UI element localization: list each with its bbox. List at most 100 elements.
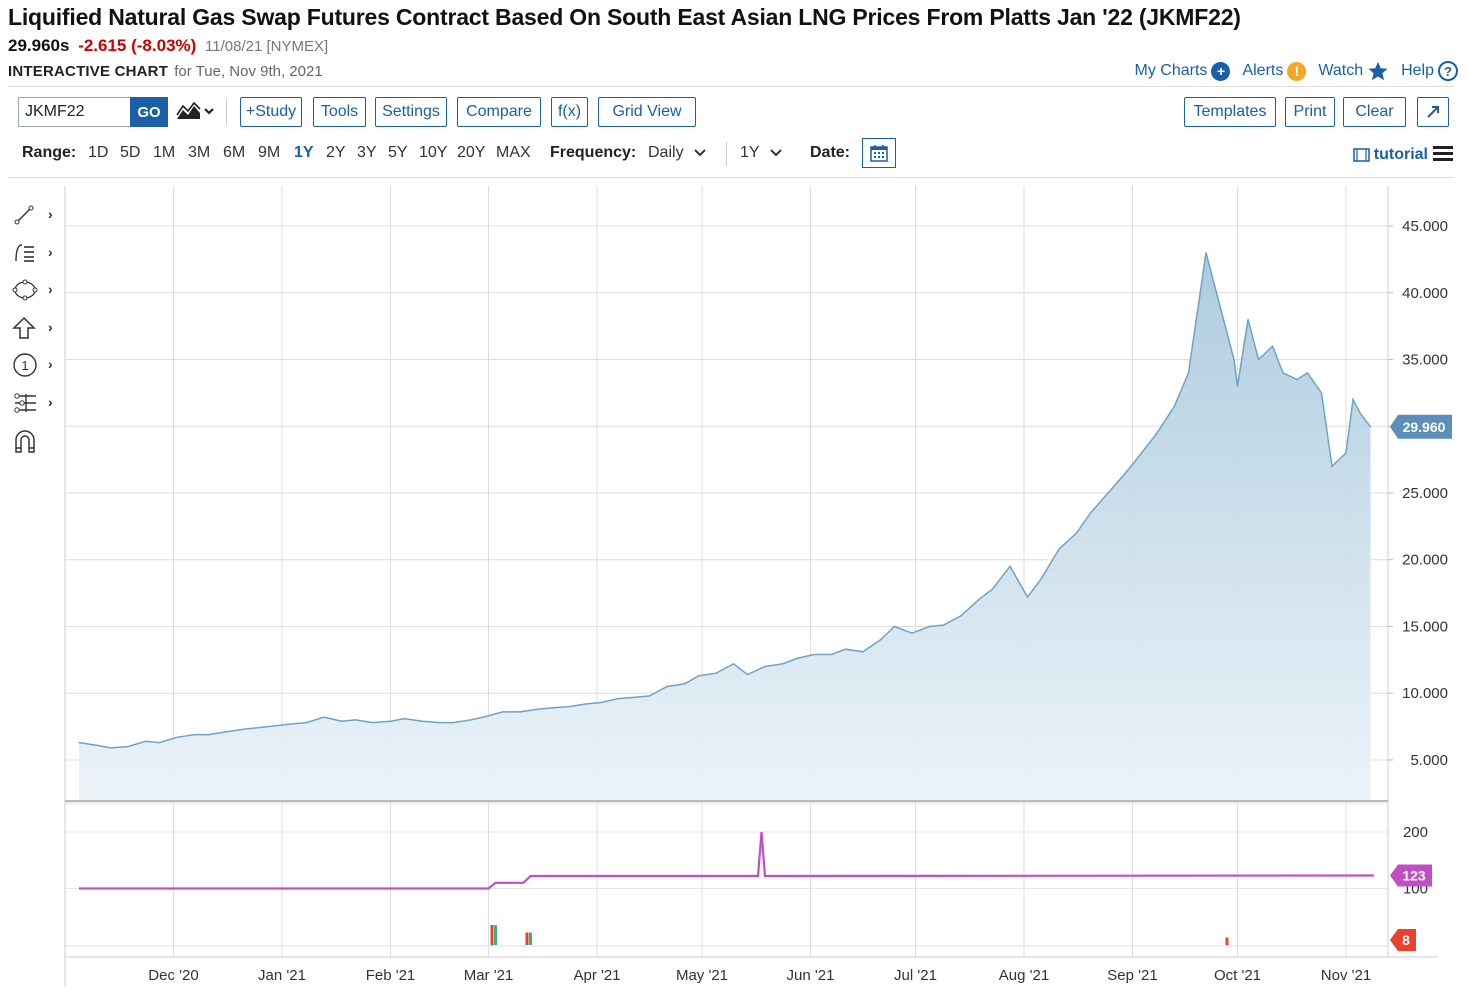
price-point [501, 711, 504, 713]
subtitle-date: for Tue, Nov 9th, 2021 [174, 63, 323, 80]
price-tick-label: 10.000 [1402, 685, 1448, 702]
oi-tick-label: 200 [1403, 824, 1428, 841]
price-point [470, 719, 472, 721]
help-label: Help [1401, 62, 1434, 79]
volume-bar [490, 925, 494, 945]
price-point [1282, 372, 1284, 374]
price-point [1173, 405, 1176, 407]
price-point [1236, 385, 1239, 387]
price-last-label: 29.960 [1403, 419, 1446, 435]
alerts-link[interactable]: Alerts ! [1242, 60, 1307, 82]
star-icon [1368, 61, 1388, 81]
toolbar-separator [226, 99, 227, 125]
templates-button[interactable]: Templates [1184, 97, 1276, 127]
range-1d[interactable]: 1D [88, 144, 109, 161]
price-point [1040, 577, 1043, 580]
price-point [764, 665, 766, 668]
price-point [1222, 318, 1225, 321]
price-point [1205, 252, 1207, 254]
chevron-right-icon: › [48, 356, 53, 372]
range-separator [726, 142, 727, 166]
price-point [242, 728, 245, 730]
study-button[interactable]: +Study [240, 97, 302, 127]
range-3m[interactable]: 3M [188, 144, 211, 161]
price-point [862, 651, 864, 653]
frequency-select[interactable]: Daily [648, 144, 706, 162]
price-tick-label: 5.000 [1410, 752, 1448, 769]
price-point [1352, 399, 1354, 401]
range-max[interactable]: MAX [496, 144, 531, 161]
price-point [1359, 412, 1361, 414]
watch-link[interactable]: Watch [1318, 60, 1389, 82]
price-point [715, 672, 717, 674]
price-point [536, 708, 539, 710]
arrow-tool[interactable]: › [12, 313, 60, 343]
range-10y[interactable]: 10Y [419, 144, 448, 161]
price-point [207, 734, 210, 736]
grid-view-button[interactable]: Grid View [598, 97, 696, 127]
price-point [305, 722, 308, 724]
price-point [487, 715, 490, 717]
tutorial-link[interactable]: tutorial [1353, 146, 1428, 164]
measure-tool[interactable]: › [12, 388, 60, 418]
price-point [95, 744, 98, 746]
range-5y[interactable]: 5Y [388, 144, 408, 161]
price-point [813, 653, 815, 656]
tools-button[interactable]: Tools [313, 97, 366, 127]
price-point [1331, 465, 1333, 467]
price-last-tag [1390, 414, 1452, 439]
price-point [683, 683, 686, 685]
hamburger-menu-icon[interactable] [1432, 144, 1454, 162]
chevron-right-icon: › [48, 319, 53, 335]
range-1m[interactable]: 1M [153, 144, 176, 161]
help-question-icon: ? [1438, 61, 1458, 81]
date-picker-button[interactable] [862, 138, 896, 168]
x-tick-label: Dec '20 [148, 967, 198, 984]
range-1y[interactable]: 1Y [294, 144, 314, 161]
price-point [403, 718, 406, 720]
last-value-tags: 29.960 123 8 [1390, 414, 1452, 951]
x-tick-label: Jun '21 [787, 967, 835, 984]
chart-type-selector-icon[interactable] [176, 101, 216, 123]
price-point [830, 653, 833, 656]
magnet-tool[interactable] [12, 426, 60, 456]
price-point [1009, 565, 1011, 568]
price-point [599, 702, 602, 704]
expand-button[interactable] [1417, 97, 1449, 127]
go-button[interactable]: GO [130, 97, 168, 127]
print-button[interactable]: Print [1285, 97, 1335, 127]
price-point [144, 740, 147, 742]
price-point [109, 747, 112, 749]
fibonacci-tool[interactable]: › [12, 238, 60, 268]
range-6m[interactable]: 6M [223, 144, 246, 161]
chart-subtitle: INTERACTIVE CHART for Tue, Nov 9th, 2021 [8, 63, 323, 80]
price-point [1075, 532, 1078, 534]
trendline-tool[interactable]: › [12, 200, 60, 230]
help-link[interactable]: Help ? [1401, 60, 1458, 82]
chevron-right-icon: › [48, 394, 53, 410]
range-5d[interactable]: 5D [120, 144, 141, 161]
range-20y[interactable]: 20Y [457, 144, 486, 161]
range-9m[interactable]: 9M [258, 144, 281, 161]
function-button[interactable]: f(x) [551, 97, 588, 127]
price-point [911, 632, 913, 634]
compare-button[interactable]: Compare [457, 97, 541, 127]
my-charts-link[interactable]: My Charts + [1135, 60, 1231, 82]
period-select[interactable]: 1Y [740, 144, 782, 162]
range-2y[interactable]: 2Y [326, 144, 346, 161]
price-point [1138, 455, 1141, 457]
shape-tool[interactable]: › [12, 275, 60, 305]
x-tick-label: Apr '21 [573, 967, 620, 984]
price-point [928, 625, 931, 628]
clear-button[interactable]: Clear [1343, 97, 1406, 127]
symbol-input[interactable] [18, 97, 132, 127]
x-tick-label: Feb '21 [366, 967, 416, 984]
settings-button[interactable]: Settings [375, 97, 447, 127]
my-charts-label: My Charts [1134, 62, 1208, 79]
price-line [78, 252, 1372, 749]
annotation-tool[interactable]: 1 › [12, 350, 60, 380]
price-point [960, 615, 962, 617]
range-3y[interactable]: 3Y [357, 144, 377, 161]
price-change: -2.615 (-8.03%) [78, 36, 197, 55]
